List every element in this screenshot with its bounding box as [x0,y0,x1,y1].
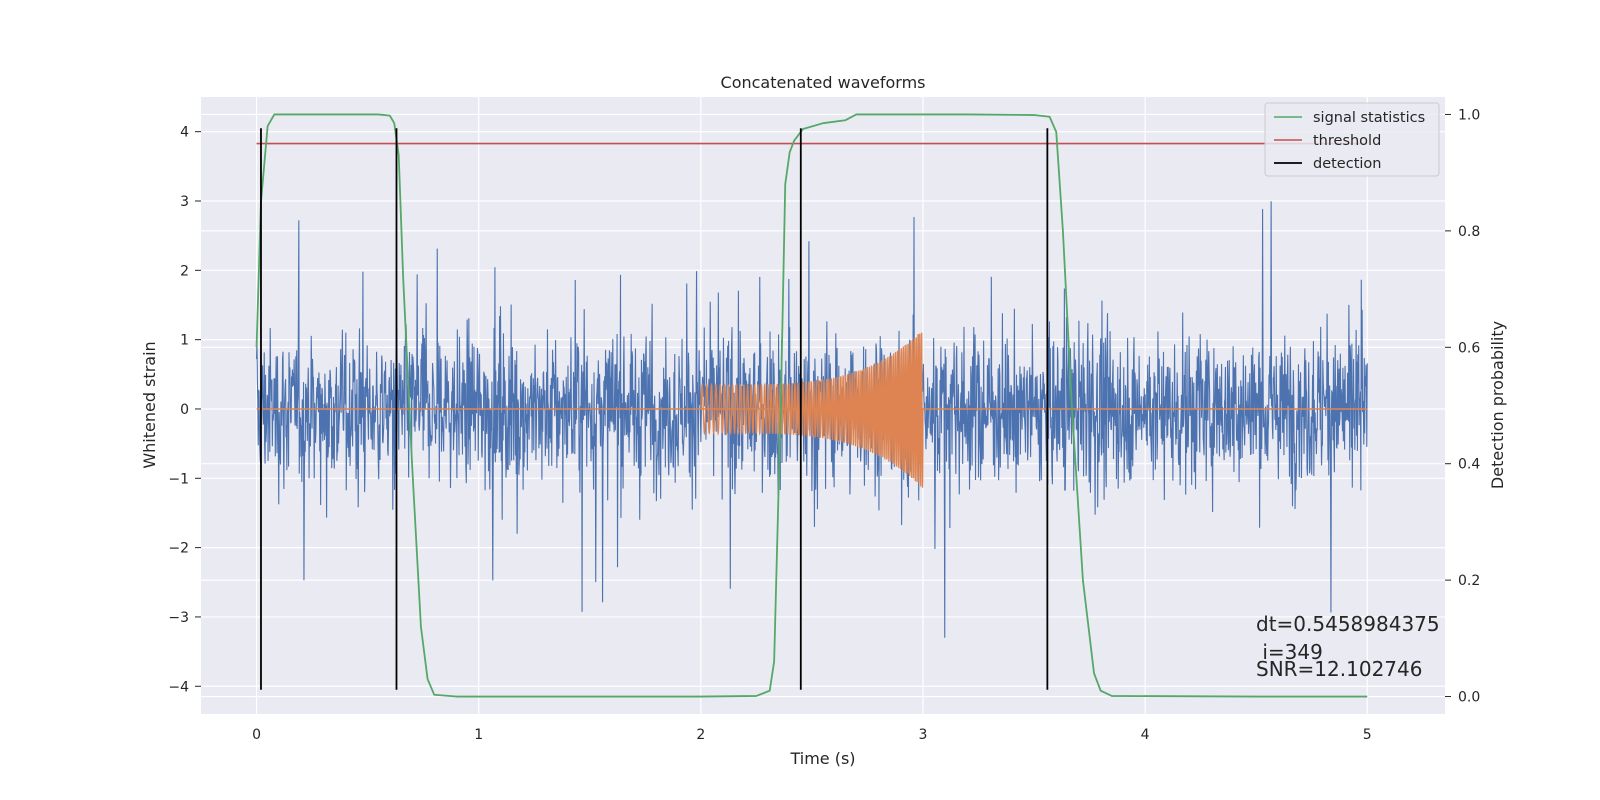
x-tick-label: 4 [1141,727,1150,743]
chart-title: Concatenated waveforms [721,73,926,92]
legend: signal statistics threshold detection [1264,102,1440,177]
x-tick-label: 2 [696,727,705,743]
series-layer [255,113,1368,698]
ticks-layer: 0 1 2 3 4 5 −4 −3 −2 −1 0 1 2 3 4 0.0 0.2 0.4 0.6 0.8 1.0 [168,107,1480,743]
y2-tick-label: 0.6 [1458,340,1480,356]
y-tick-label: 2 [180,263,189,279]
x-axis-label: Time (s) [789,749,855,768]
legend-label-detection: detection [1313,156,1381,172]
series-whitened-strain [255,201,1368,638]
y-tick-label: 4 [180,125,189,141]
legend-label-signal-statistics: signal statistics [1313,110,1425,126]
annotation: dt=0.5458984375 i=349 SNR=12.102746 [1256,612,1440,681]
series-injected-waveform [700,332,924,488]
series-signal-statistics [255,113,1368,698]
x-tick-label: 0 [252,727,261,743]
y-tick-label: 1 [180,333,189,349]
y-axis-label: Whitened strain [140,341,159,468]
x-tick-label: 1 [474,727,483,743]
y2-tick-label: 1.0 [1458,107,1480,123]
x-tick-label: 5 [1363,727,1372,743]
annotation-dt: dt=0.5458984375 [1256,612,1440,636]
y-tick-label: 3 [180,194,189,210]
y-tick-label: −1 [168,471,189,487]
annotation-index: i=349 [1256,640,1323,664]
y2-tick-label: 0.8 [1458,224,1480,240]
legend-label-threshold: threshold [1313,133,1381,149]
y2-tick-label: 0.0 [1458,690,1480,706]
y2-axis-label: Detection probability [1488,321,1507,489]
y-tick-label: −2 [168,541,189,557]
legend-box [1264,102,1440,177]
y-tick-label: 0 [180,402,189,418]
y2-tick-label: 0.2 [1458,573,1480,589]
x-tick-label: 3 [919,727,928,743]
y-tick-label: −3 [168,610,189,626]
annotation-snr: SNR=12.102746 [1256,657,1422,681]
y2-tick-label: 0.4 [1458,457,1480,473]
y-tick-label: −4 [168,679,189,695]
